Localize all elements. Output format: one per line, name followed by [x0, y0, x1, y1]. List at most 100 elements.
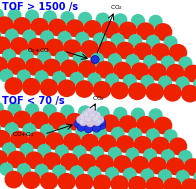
Circle shape [78, 60, 96, 78]
Circle shape [10, 37, 28, 55]
Circle shape [148, 157, 167, 174]
Circle shape [0, 122, 1, 135]
Circle shape [154, 117, 172, 134]
Circle shape [73, 145, 87, 159]
Circle shape [83, 111, 90, 117]
Circle shape [78, 105, 92, 119]
Circle shape [40, 172, 58, 189]
Circle shape [95, 154, 114, 172]
Circle shape [136, 22, 155, 40]
Circle shape [60, 153, 79, 171]
Circle shape [83, 114, 102, 131]
Circle shape [60, 11, 74, 25]
Circle shape [163, 36, 178, 49]
Circle shape [76, 117, 85, 125]
Circle shape [128, 176, 146, 189]
Circle shape [25, 58, 43, 76]
Circle shape [63, 39, 81, 57]
Circle shape [158, 76, 172, 89]
Circle shape [5, 77, 23, 95]
Circle shape [140, 75, 154, 88]
Circle shape [92, 115, 100, 123]
Circle shape [90, 53, 104, 66]
Circle shape [161, 56, 175, 69]
Circle shape [0, 110, 14, 128]
Circle shape [75, 80, 93, 98]
Circle shape [0, 130, 11, 148]
Circle shape [0, 8, 4, 22]
Circle shape [86, 112, 94, 120]
Circle shape [178, 150, 192, 163]
Circle shape [184, 158, 196, 176]
Circle shape [87, 166, 102, 180]
Circle shape [110, 82, 129, 99]
Circle shape [79, 118, 87, 126]
Circle shape [66, 19, 84, 37]
Circle shape [101, 21, 119, 39]
Circle shape [101, 114, 119, 132]
Circle shape [93, 126, 107, 140]
Circle shape [181, 85, 196, 102]
Circle shape [17, 70, 31, 83]
Circle shape [108, 53, 122, 67]
Circle shape [57, 79, 76, 97]
Circle shape [193, 171, 196, 184]
Circle shape [73, 52, 87, 65]
Circle shape [30, 18, 49, 36]
Circle shape [22, 78, 41, 96]
Circle shape [0, 16, 14, 34]
Circle shape [88, 110, 96, 117]
Circle shape [83, 115, 92, 123]
Circle shape [98, 41, 117, 59]
Circle shape [37, 50, 51, 64]
Circle shape [48, 19, 66, 36]
Circle shape [5, 29, 19, 42]
Circle shape [25, 103, 39, 117]
Circle shape [110, 175, 129, 189]
Circle shape [184, 65, 196, 82]
Circle shape [22, 29, 36, 43]
Circle shape [70, 72, 84, 85]
Circle shape [55, 51, 69, 65]
Circle shape [90, 146, 104, 160]
Circle shape [154, 23, 172, 41]
Circle shape [95, 61, 114, 79]
Circle shape [10, 131, 28, 148]
Circle shape [5, 122, 19, 136]
Circle shape [90, 109, 97, 115]
Circle shape [78, 12, 92, 25]
Circle shape [105, 167, 119, 180]
Circle shape [111, 33, 125, 47]
Circle shape [43, 152, 61, 170]
Circle shape [75, 125, 89, 139]
Circle shape [136, 116, 155, 134]
Circle shape [89, 111, 95, 118]
Circle shape [45, 132, 64, 150]
Circle shape [96, 12, 110, 26]
Circle shape [133, 42, 152, 60]
Circle shape [93, 174, 111, 189]
Circle shape [75, 32, 89, 45]
Circle shape [133, 136, 152, 154]
Circle shape [0, 28, 1, 42]
Circle shape [123, 168, 137, 181]
Circle shape [0, 36, 11, 54]
Circle shape [5, 171, 23, 188]
Circle shape [85, 115, 92, 122]
Circle shape [128, 128, 142, 141]
Circle shape [77, 123, 85, 131]
Circle shape [82, 110, 89, 118]
Circle shape [57, 173, 76, 189]
Circle shape [151, 43, 170, 61]
Circle shape [163, 129, 178, 143]
Circle shape [43, 59, 61, 76]
Circle shape [113, 107, 127, 120]
Circle shape [166, 157, 184, 175]
Text: TOF > 1500 /s: TOF > 1500 /s [2, 2, 78, 12]
Circle shape [85, 108, 92, 114]
Circle shape [97, 118, 105, 126]
Circle shape [176, 76, 190, 90]
Circle shape [66, 113, 84, 131]
Circle shape [93, 33, 107, 46]
Circle shape [166, 64, 184, 82]
